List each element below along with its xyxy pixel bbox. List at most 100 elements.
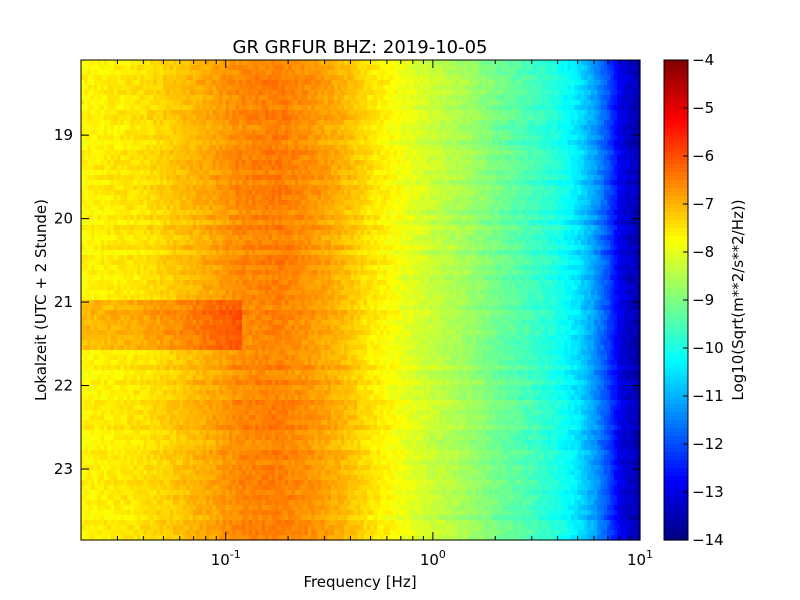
heatmap-cell xyxy=(478,185,483,191)
heatmap-cell xyxy=(469,200,473,206)
heatmap-cell xyxy=(196,145,200,151)
heatmap-cell xyxy=(396,115,401,121)
heatmap-cell xyxy=(173,130,177,136)
heatmap-cell xyxy=(271,125,276,131)
heatmap-cell xyxy=(577,190,582,196)
heatmap-cell xyxy=(248,70,253,76)
heatmap-cell xyxy=(399,160,404,166)
heatmap-cell xyxy=(196,160,200,166)
heatmap-cell xyxy=(564,155,569,161)
heatmap-cell xyxy=(459,80,464,86)
heatmap-cell xyxy=(416,160,421,166)
heatmap-cell xyxy=(501,170,506,176)
heatmap-cell xyxy=(442,65,447,71)
heatmap-cell xyxy=(469,175,473,181)
heatmap-cell xyxy=(173,195,177,201)
heatmap-cell xyxy=(275,150,279,156)
heatmap-cell xyxy=(110,110,115,116)
heatmap-cell xyxy=(584,130,588,136)
heatmap-cell xyxy=(202,135,207,141)
heatmap-cell xyxy=(633,100,638,106)
heatmap-cell xyxy=(561,145,565,151)
heatmap-cell xyxy=(570,155,575,161)
heatmap-cell xyxy=(416,165,421,171)
heatmap-cell xyxy=(616,90,621,96)
heatmap-cell xyxy=(304,100,309,106)
heatmap-cell xyxy=(120,165,125,171)
heatmap-cell xyxy=(419,60,424,66)
heatmap-cell xyxy=(324,120,329,126)
heatmap-cell xyxy=(380,60,385,66)
heatmap-cell xyxy=(327,190,332,196)
heatmap-cell xyxy=(123,175,128,181)
heatmap-cell xyxy=(541,140,546,146)
heatmap-cell xyxy=(551,90,556,96)
heatmap-cell xyxy=(459,190,464,196)
heatmap-cell xyxy=(547,180,552,186)
heatmap-cell xyxy=(482,190,487,196)
heatmap-cell xyxy=(113,60,118,66)
heatmap-cell xyxy=(284,100,289,106)
heatmap-cell xyxy=(275,200,279,206)
heatmap-cell xyxy=(633,95,638,101)
heatmap-cell xyxy=(330,70,335,76)
heatmap-cell xyxy=(222,90,227,96)
heatmap-cell xyxy=(186,190,191,196)
heatmap-cell xyxy=(248,185,253,191)
heatmap-cell xyxy=(321,195,325,201)
heatmap-cell xyxy=(613,130,618,136)
heatmap-cell xyxy=(225,135,230,141)
heatmap-cell xyxy=(242,75,247,81)
heatmap-cell xyxy=(413,115,417,121)
heatmap-cell xyxy=(205,105,210,111)
heatmap-cell xyxy=(337,180,342,186)
heatmap-cell xyxy=(521,60,526,66)
heatmap-cell xyxy=(416,135,421,141)
heatmap-cell xyxy=(367,200,371,206)
heatmap-cell xyxy=(311,90,316,96)
heatmap-cell xyxy=(110,180,115,186)
heatmap-cell xyxy=(304,150,309,156)
heatmap-cell xyxy=(515,155,519,161)
heatmap-cell xyxy=(186,60,191,66)
heatmap-cell xyxy=(396,105,401,111)
heatmap-cell xyxy=(150,140,154,146)
heatmap-cell xyxy=(577,165,582,171)
heatmap-cell xyxy=(570,135,575,141)
heatmap-cell xyxy=(488,115,493,121)
heatmap-cell xyxy=(90,115,95,121)
heatmap-cell xyxy=(488,160,493,166)
heatmap-cell xyxy=(179,110,184,116)
heatmap-cell xyxy=(485,170,490,176)
heatmap-cell xyxy=(432,75,437,81)
heatmap-cell xyxy=(97,100,102,106)
heatmap-cell xyxy=(521,160,526,166)
heatmap-cell xyxy=(182,200,187,206)
heatmap-cell xyxy=(597,145,602,151)
heatmap-cell xyxy=(245,190,250,196)
heatmap-cell xyxy=(584,170,588,176)
heatmap-cell xyxy=(327,70,332,76)
heatmap-cell xyxy=(482,135,487,141)
heatmap-cell xyxy=(169,125,174,131)
heatmap-cell xyxy=(570,100,575,106)
heatmap-cell xyxy=(317,100,322,106)
heatmap-cell xyxy=(406,195,411,201)
heatmap-cell xyxy=(630,195,635,201)
heatmap-cell xyxy=(97,90,102,96)
heatmap-cell xyxy=(84,150,89,156)
heatmap-cell xyxy=(620,150,625,156)
heatmap-cell xyxy=(547,185,552,191)
heatmap-cell xyxy=(291,170,296,176)
heatmap-cell xyxy=(554,70,559,76)
heatmap-cell xyxy=(422,90,427,96)
heatmap-cell xyxy=(449,200,454,206)
heatmap-cell xyxy=(393,170,398,176)
heatmap-cell xyxy=(176,115,181,121)
heatmap-cell xyxy=(531,200,536,206)
heatmap-cell xyxy=(107,195,112,201)
heatmap-cell xyxy=(600,145,605,151)
heatmap-cell xyxy=(390,130,394,136)
heatmap-cell xyxy=(251,65,256,71)
heatmap-cell xyxy=(373,160,378,166)
